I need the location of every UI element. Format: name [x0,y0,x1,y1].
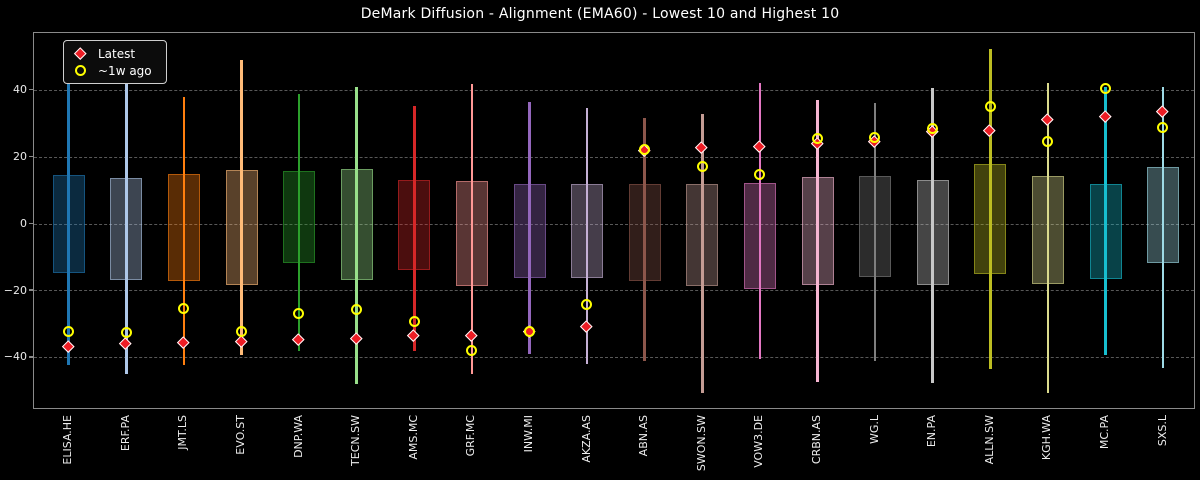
legend-label-week-ago: ~1w ago [98,63,152,78]
gridline-y20 [34,156,1194,158]
week-ago-marker-INW.MI [523,325,535,337]
week-ago-marker-AMS.MC [408,315,420,327]
legend-item-latest: Latest [73,45,152,62]
x-tick-label-EN.PA: EN.PA [925,415,939,448]
latest-diamond-icon [73,46,88,61]
week-ago-marker-JMT.LS [178,303,190,315]
x-tick-label-MC.PA: MC.PA [1098,415,1111,450]
latest-marker-ALLN.SW [983,124,996,137]
week-ago-marker-ELISA.HE [63,326,74,338]
whisker-ERF.PA [125,80,128,374]
week-ago-marker-TECN.SW [351,304,362,316]
gridline-y-20 [34,290,1194,292]
x-tick-label-DNP.WA: DNP.WA [291,415,305,458]
x-tick-label-ERF.PA: ERF.PA [118,415,132,452]
legend: Latest ~1w ago [63,40,167,84]
y-tick-mark [29,155,33,158]
x-tick-label-ABN.AS: ABN.AS [637,415,651,457]
week-ago-marker-MC.PA [1099,82,1111,94]
x-tick-label-WG.L: WG.L [867,415,881,445]
latest-marker-ELISA.HE [62,340,75,353]
y-tick-mark [29,289,33,291]
y-tick-label: 20 [13,150,27,164]
x-tick-label-AKZA.AS: AKZA.AS [579,415,593,463]
y-tick-mark [29,222,33,225]
whisker-GRF.MC [470,84,474,375]
latest-marker-VOW3.DE [753,139,766,152]
whisker-SXS.L [1161,87,1165,368]
x-tick-label-GRF.MC: GRF.MC [464,415,478,457]
whisker-EN.PA [931,88,934,383]
x-tick-label-ELISA.HE: ELISA.HE [61,415,75,465]
gridline-y0 [34,223,1194,225]
week-ago-marker-CRBN.AS [811,133,823,145]
latest-marker-TECN.SW [350,331,363,344]
x-tick-label-JMT.LS: JMT.LS [176,415,190,450]
x-tick-label-SXS.L: SXS.L [1155,415,1169,447]
y-tick-label: −40 [3,350,27,364]
whisker-MC.PA [1104,87,1107,355]
latest-marker-SWON.SW [695,141,708,154]
x-tick-label-VOW3.DE: VOW3.DE [752,415,766,468]
week-ago-marker-VOW3.DE [754,169,766,181]
whisker-AMS.MC [413,106,416,351]
week-ago-marker-GRF.MC [466,345,478,357]
week-ago-marker-ERF.PA [120,327,132,339]
whisker-DNP.WA [297,94,301,351]
latest-marker-JMT.LS [177,336,190,349]
x-tick-label-ALLN.SW: ALLN.SW [982,415,996,465]
week-ago-circle-icon [73,63,88,78]
x-tick-label-EVO.ST: EVO.ST [234,415,247,455]
latest-marker-DNP.WA [292,333,305,346]
whisker-ALLN.SW [989,49,992,369]
whisker-TECN.SW [355,87,358,385]
y-tick-mark [29,89,33,91]
whisker-ABN.AS [643,118,646,361]
week-ago-marker-WG.L [869,131,881,143]
latest-marker-SXS.L [1156,105,1169,118]
latest-marker-MC.PA [1098,109,1111,122]
whisker-SWON.SW [701,113,704,393]
whisker-AKZA.AS [585,107,589,365]
whisker-CRBN.AS [816,100,819,382]
x-tick-label-TECN.SW: TECN.SW [349,415,363,466]
y-tick-label: 40 [13,83,27,97]
week-ago-marker-DNP.WA [293,308,305,320]
latest-marker-KGH.WA [1041,112,1054,125]
week-ago-marker-KGH.WA [1042,136,1054,148]
legend-label-latest: Latest [98,46,136,61]
y-tick-label: 0 [20,216,27,230]
x-tick-label-CRBN.AS: CRBN.AS [810,415,823,465]
latest-marker-AKZA.AS [580,319,593,332]
x-tick-label-SWON.SW: SWON.SW [694,415,708,472]
whisker-WG.L [873,102,877,361]
latest-marker-ERF.PA [119,336,132,349]
latest-marker-GRF.MC [465,329,478,342]
y-tick-label: −20 [3,283,27,297]
whisker-VOW3.DE [758,82,762,360]
whisker-JMT.LS [182,96,186,365]
gridline-y40 [34,90,1194,92]
x-tick-label-AMS.MC: AMS.MC [406,415,420,460]
gridline-y-40 [34,357,1194,359]
x-tick-label-KGH.WA: KGH.WA [1040,415,1054,461]
week-ago-marker-EVO.ST [235,326,247,338]
week-ago-marker-ALLN.SW [984,101,996,113]
latest-marker-AMS.MC [407,328,420,341]
whisker-ELISA.HE [67,80,70,365]
week-ago-marker-ABN.AS [639,143,650,155]
week-ago-marker-EN.PA [927,122,938,134]
whisker-INW.MI [528,102,531,354]
x-tick-label-INW.MI: INW.MI [522,415,535,453]
week-ago-marker-SXS.L [1157,122,1169,134]
week-ago-marker-SWON.SW [696,161,708,173]
whisker-KGH.WA [1046,82,1050,393]
week-ago-marker-AKZA.AS [581,299,593,311]
plot-area [33,32,1195,409]
chart-title: DeMark Diffusion - Alignment (EMA60) - L… [360,6,840,22]
y-tick-mark [29,356,33,358]
whisker-EVO.ST [240,60,243,355]
legend-item-week-ago: ~1w ago [73,62,152,79]
